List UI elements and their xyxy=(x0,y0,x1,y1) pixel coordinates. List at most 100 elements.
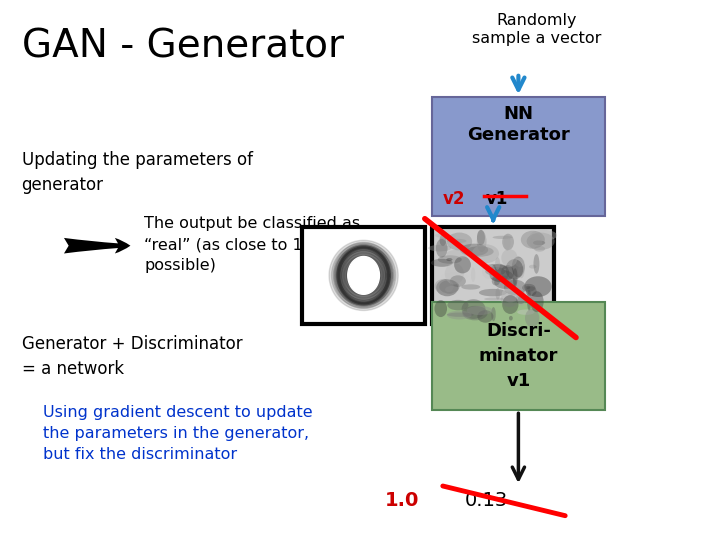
Ellipse shape xyxy=(445,263,464,285)
Ellipse shape xyxy=(477,231,487,252)
Polygon shape xyxy=(334,245,393,306)
Ellipse shape xyxy=(526,286,536,296)
Ellipse shape xyxy=(534,246,545,252)
Ellipse shape xyxy=(527,290,531,310)
Ellipse shape xyxy=(492,236,513,239)
Text: Randomly
sample a vector: Randomly sample a vector xyxy=(472,14,601,46)
Ellipse shape xyxy=(502,286,519,302)
Ellipse shape xyxy=(439,280,459,294)
Bar xyxy=(302,227,425,324)
Ellipse shape xyxy=(437,234,456,240)
Ellipse shape xyxy=(447,310,472,320)
Polygon shape xyxy=(344,255,383,295)
Polygon shape xyxy=(346,258,381,293)
Ellipse shape xyxy=(505,259,523,280)
Ellipse shape xyxy=(509,281,521,293)
Ellipse shape xyxy=(524,276,552,297)
Ellipse shape xyxy=(517,291,526,306)
Polygon shape xyxy=(339,251,388,300)
Ellipse shape xyxy=(492,277,500,286)
Text: Generator + Discriminator
= a network: Generator + Discriminator = a network xyxy=(22,335,242,378)
Polygon shape xyxy=(349,261,378,290)
Ellipse shape xyxy=(483,264,506,271)
Ellipse shape xyxy=(517,309,534,315)
Ellipse shape xyxy=(518,262,525,278)
Bar xyxy=(432,227,554,324)
Ellipse shape xyxy=(484,298,505,301)
Text: Discri-
minator
v1: Discri- minator v1 xyxy=(479,322,558,390)
Ellipse shape xyxy=(526,286,530,289)
Ellipse shape xyxy=(465,246,494,256)
Ellipse shape xyxy=(438,255,462,264)
Text: Updating the parameters of
generator: Updating the parameters of generator xyxy=(22,151,253,194)
Ellipse shape xyxy=(462,299,485,319)
Ellipse shape xyxy=(490,270,513,282)
Ellipse shape xyxy=(428,245,451,252)
Ellipse shape xyxy=(441,273,468,280)
Ellipse shape xyxy=(462,284,480,289)
Ellipse shape xyxy=(472,244,499,263)
Ellipse shape xyxy=(526,233,554,250)
Ellipse shape xyxy=(504,235,510,251)
Ellipse shape xyxy=(435,279,454,294)
Text: v1: v1 xyxy=(486,190,508,208)
Ellipse shape xyxy=(501,292,518,307)
Ellipse shape xyxy=(485,267,505,275)
Ellipse shape xyxy=(515,258,525,267)
Ellipse shape xyxy=(462,306,487,320)
Ellipse shape xyxy=(529,265,536,268)
Ellipse shape xyxy=(431,259,453,267)
Polygon shape xyxy=(336,248,391,303)
Ellipse shape xyxy=(436,279,458,296)
Ellipse shape xyxy=(533,240,545,245)
Ellipse shape xyxy=(467,306,492,315)
Ellipse shape xyxy=(447,300,469,310)
Ellipse shape xyxy=(454,256,471,273)
Ellipse shape xyxy=(504,280,526,295)
Bar xyxy=(432,302,605,410)
Polygon shape xyxy=(348,256,379,294)
Ellipse shape xyxy=(525,309,539,327)
Polygon shape xyxy=(331,243,396,308)
Ellipse shape xyxy=(491,307,496,321)
Ellipse shape xyxy=(531,291,544,312)
Ellipse shape xyxy=(502,234,514,250)
Ellipse shape xyxy=(494,276,516,289)
Ellipse shape xyxy=(509,316,513,320)
Ellipse shape xyxy=(489,264,509,282)
Ellipse shape xyxy=(530,234,542,250)
Text: 1.0: 1.0 xyxy=(385,491,420,510)
Polygon shape xyxy=(354,266,373,285)
Ellipse shape xyxy=(513,268,518,287)
Ellipse shape xyxy=(477,310,493,323)
Polygon shape xyxy=(341,253,386,298)
Ellipse shape xyxy=(516,294,526,304)
Ellipse shape xyxy=(450,275,466,287)
Text: v2: v2 xyxy=(443,190,465,208)
Ellipse shape xyxy=(477,230,485,246)
Ellipse shape xyxy=(435,233,449,238)
Ellipse shape xyxy=(501,249,518,267)
Ellipse shape xyxy=(482,264,495,279)
Ellipse shape xyxy=(479,289,507,296)
Ellipse shape xyxy=(495,288,500,300)
Ellipse shape xyxy=(445,286,459,293)
Ellipse shape xyxy=(501,265,514,280)
Ellipse shape xyxy=(530,230,557,241)
Ellipse shape xyxy=(446,249,470,258)
Ellipse shape xyxy=(502,295,518,314)
Text: Using gradient descent to update
the parameters in the generator,
but fix the di: Using gradient descent to update the par… xyxy=(43,405,312,462)
Ellipse shape xyxy=(434,300,447,317)
Ellipse shape xyxy=(522,284,536,292)
Ellipse shape xyxy=(512,256,525,277)
Ellipse shape xyxy=(447,313,474,317)
Ellipse shape xyxy=(447,239,467,243)
Ellipse shape xyxy=(471,267,475,282)
Text: GAN - Generator: GAN - Generator xyxy=(22,27,343,65)
Text: 0.13: 0.13 xyxy=(464,491,508,510)
Text: NN
Generator: NN Generator xyxy=(467,105,570,144)
Polygon shape xyxy=(329,240,398,310)
Ellipse shape xyxy=(446,258,452,261)
Ellipse shape xyxy=(436,239,448,258)
Text: The output be classified as
“real” (as close to 1 as
possible): The output be classified as “real” (as c… xyxy=(144,216,360,273)
